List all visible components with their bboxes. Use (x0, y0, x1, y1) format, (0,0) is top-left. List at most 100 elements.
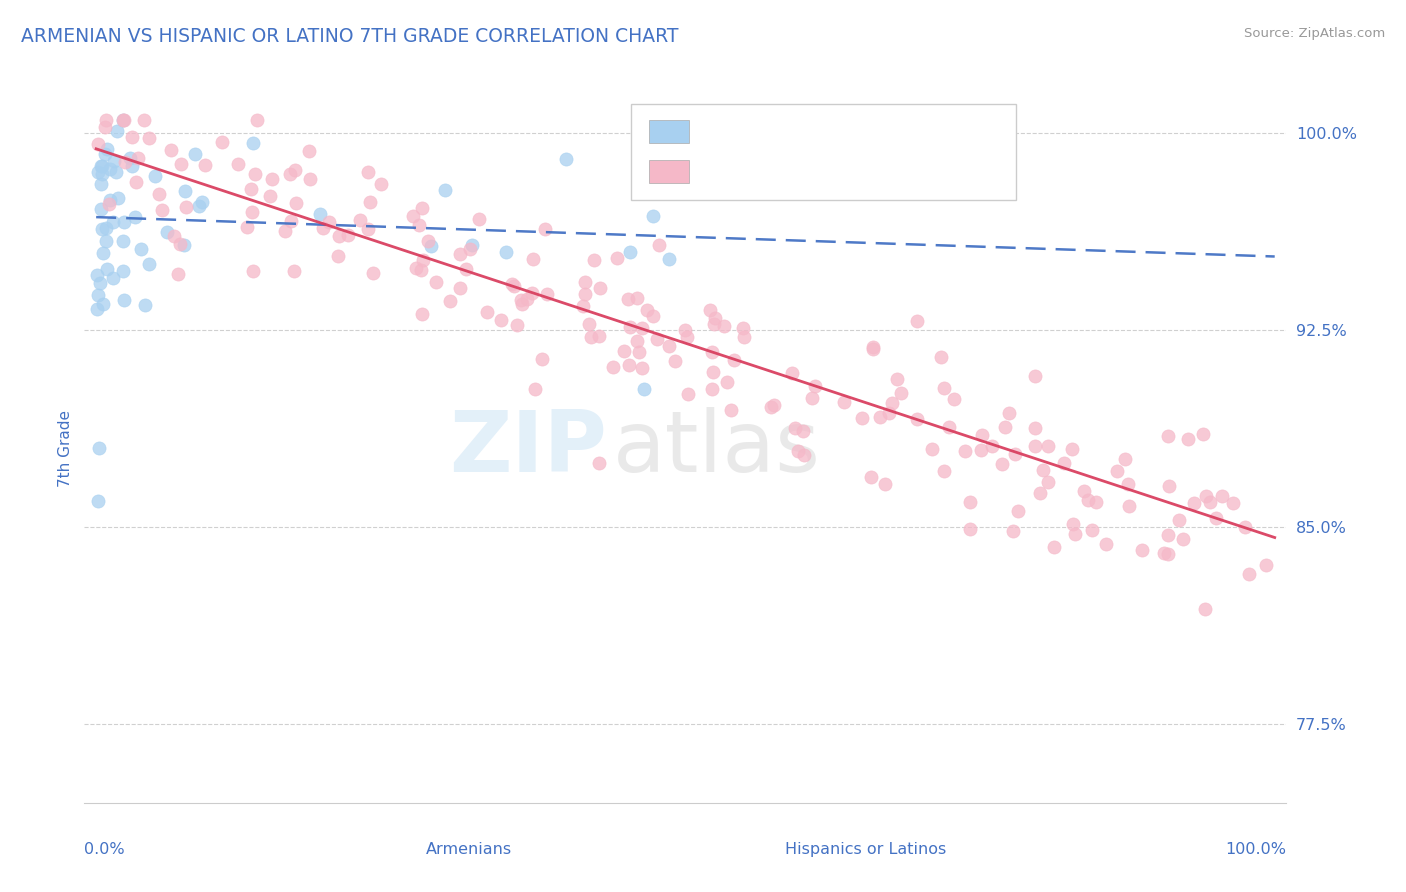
Point (1062, 442, 1084, 457)
Point (524, 382, 547, 396)
Point (636, 303, 658, 318)
Point (90, 159, 112, 173)
Point (1195, 489, 1218, 503)
Point (94, 112, 117, 127)
Point (643, 209, 665, 223)
Point (886, 372, 908, 386)
Point (236, 220, 259, 235)
Point (278, 167, 301, 181)
Point (318, 215, 340, 229)
Point (1085, 495, 1108, 509)
Point (932, 464, 955, 478)
Point (112, 293, 135, 307)
Point (801, 391, 824, 405)
Point (626, 334, 648, 348)
Point (280, 214, 302, 228)
Text: 201: 201 (883, 162, 920, 181)
Text: Source: ZipAtlas.com: Source: ZipAtlas.com (1244, 27, 1385, 40)
Point (349, 213, 371, 227)
Point (259, 189, 281, 203)
Point (783, 421, 806, 435)
Point (434, 183, 457, 197)
Point (274, 224, 297, 238)
Point (702, 366, 724, 380)
Point (1182, 496, 1205, 510)
Point (89, 276, 111, 290)
Text: atlas: atlas (613, 407, 821, 490)
Point (703, 310, 725, 325)
Point (449, 247, 471, 261)
Point (138, 257, 160, 271)
Point (943, 392, 966, 407)
Point (120, 151, 142, 165)
Point (1038, 475, 1060, 489)
Point (111, 112, 134, 127)
Point (938, 420, 960, 434)
Point (645, 333, 668, 347)
Point (1159, 479, 1181, 493)
Point (582, 252, 605, 267)
Point (298, 172, 321, 186)
Point (703, 318, 725, 332)
Point (890, 386, 912, 401)
Point (1156, 528, 1178, 542)
Point (574, 286, 596, 301)
Point (112, 214, 135, 228)
Point (90, 202, 112, 217)
Point (262, 171, 284, 186)
Point (793, 449, 815, 463)
Point (419, 239, 441, 253)
Point (1205, 511, 1227, 525)
Point (1024, 439, 1046, 453)
Point (98, 194, 121, 208)
Point (96, 234, 118, 248)
Point (787, 443, 810, 458)
Point (1237, 566, 1260, 581)
Point (184, 146, 207, 161)
Point (103, 154, 125, 169)
Point (243, 167, 266, 181)
Point (449, 281, 471, 295)
Point (1002, 524, 1025, 539)
Y-axis label: 7th Grade: 7th Grade (58, 409, 73, 487)
Point (461, 237, 484, 252)
Bar (650, 160, 689, 184)
Text: N =: N = (837, 162, 876, 181)
Point (96, 262, 118, 277)
Point (1024, 421, 1046, 435)
Point (1116, 477, 1139, 491)
Point (648, 237, 671, 252)
Point (720, 403, 742, 417)
Point (859, 469, 882, 483)
Point (91, 167, 114, 181)
Point (1173, 532, 1195, 546)
Point (91, 297, 114, 311)
Point (1211, 489, 1233, 503)
Point (91, 246, 114, 260)
Point (627, 344, 650, 359)
Point (90, 159, 112, 173)
Point (851, 410, 873, 425)
Point (112, 234, 135, 248)
Point (112, 112, 135, 127)
Point (93, 120, 115, 135)
Point (953, 444, 976, 458)
Point (107, 191, 129, 205)
Point (1077, 493, 1099, 508)
Point (145, 169, 167, 183)
Point (148, 187, 170, 202)
Point (86, 301, 108, 316)
Point (510, 293, 533, 308)
Point (284, 163, 307, 178)
Point (89, 442, 111, 455)
Point (716, 375, 738, 389)
Point (425, 275, 447, 289)
Text: 100.0%: 100.0% (1226, 842, 1286, 857)
Point (516, 292, 538, 306)
Point (862, 339, 884, 353)
FancyBboxPatch shape (631, 104, 1017, 200)
Point (626, 292, 648, 306)
Point (242, 136, 264, 150)
Point (631, 361, 654, 376)
Point (94, 146, 117, 161)
